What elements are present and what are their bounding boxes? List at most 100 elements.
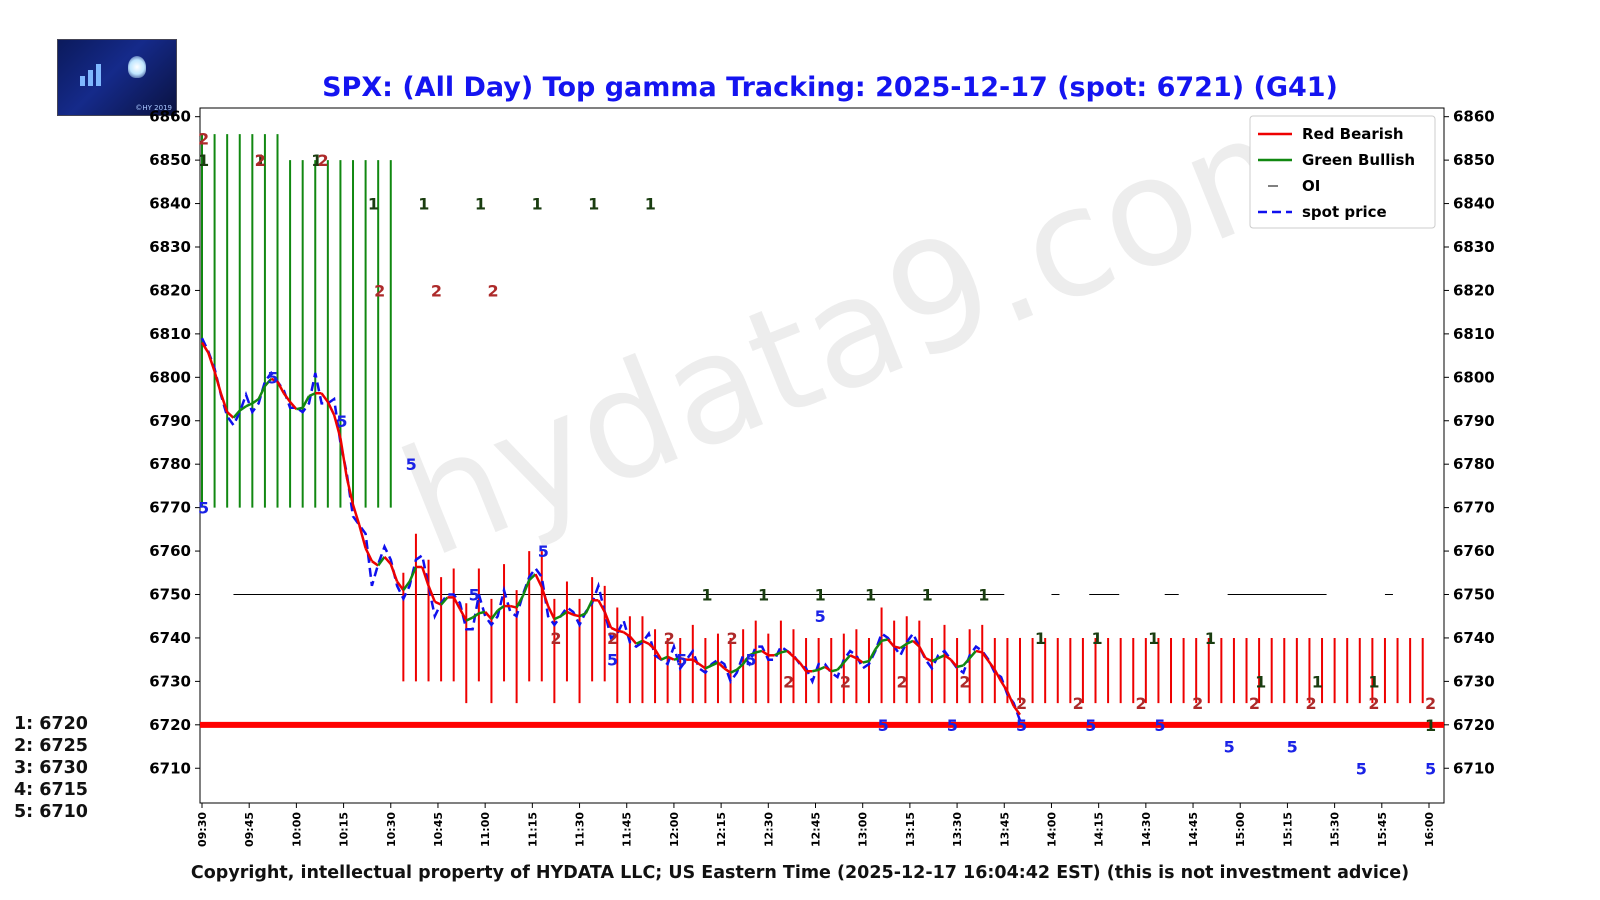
rank-label: 1 <box>531 195 542 214</box>
bullish-segment <box>962 657 971 667</box>
x-tick-label: 10:00 <box>290 812 303 847</box>
rank-label: 2 <box>1192 694 1203 713</box>
rank-label: 5 <box>469 586 480 605</box>
bearish-segment <box>641 639 650 645</box>
rank-label: 2 <box>1136 694 1147 713</box>
y-tick-label-left: 6740 <box>149 629 191 647</box>
rank-label: 1 <box>418 195 429 214</box>
legend-label: Red Bearish <box>1302 125 1404 143</box>
bearish-segment <box>849 654 857 660</box>
rank-label: 1 <box>368 195 379 214</box>
rank-label: 2 <box>783 672 794 691</box>
bullish-segment <box>899 642 908 650</box>
bullish-segment <box>553 615 562 621</box>
bullish-segment <box>956 664 964 669</box>
rank-label: 1 <box>1148 629 1159 648</box>
x-tick-label: 12:15 <box>715 812 728 847</box>
bullish-segment <box>742 654 751 665</box>
ranking-item: 4: 6715 <box>14 780 88 800</box>
rank-label: 5 <box>406 455 417 474</box>
bullish-segment <box>842 654 852 664</box>
bearish-segment <box>572 613 580 618</box>
x-tick-label: 14:45 <box>1187 812 1200 847</box>
bullish-segment <box>497 605 505 612</box>
y-tick-label-left: 6790 <box>149 412 191 430</box>
bearish-segment <box>339 437 348 478</box>
rank-label: 1 <box>701 586 712 605</box>
logo-caption: ©HY 2019 <box>135 104 172 112</box>
bearish-segment <box>628 635 638 645</box>
y-tick-label-left: 6830 <box>149 238 191 256</box>
y-tick-label-left: 6820 <box>149 281 191 299</box>
bearish-segment <box>918 646 927 659</box>
rank-label: 2 <box>840 672 851 691</box>
ranking-item: 2: 6725 <box>14 736 88 756</box>
x-tick-label: 10:15 <box>338 812 351 847</box>
x-tick-label: 14:15 <box>1093 812 1106 847</box>
lightbulb-icon <box>128 56 146 78</box>
rank-label: 2 <box>318 151 329 170</box>
x-tick-label: 11:15 <box>526 812 539 847</box>
y-tick-label-left: 6850 <box>149 151 191 169</box>
bearish-segment <box>1006 691 1015 707</box>
ranking-list: 1: 6720 2: 6725 3: 6730 4: 6715 5: 6710 <box>14 713 88 823</box>
bullish-segment <box>402 580 411 591</box>
bearish-segment <box>603 611 613 629</box>
rank-label: 5 <box>878 716 889 735</box>
bullish-segment <box>490 609 499 620</box>
rank-label: 5 <box>1085 716 1096 735</box>
bearish-segment <box>289 401 298 410</box>
bullish-segment <box>257 385 267 400</box>
bullish-segment <box>471 612 480 619</box>
bearish-segment <box>332 414 342 439</box>
rank-label: 1 <box>1035 629 1046 648</box>
bearish-segment <box>219 392 229 413</box>
bullish-segment <box>584 599 594 614</box>
rank-label: 1 <box>1368 672 1379 691</box>
bullish-segment <box>515 595 525 609</box>
bearish-segment <box>371 560 379 567</box>
x-tick-label: 09:45 <box>243 812 256 847</box>
rank-label: 5 <box>1224 738 1235 757</box>
bearish-segment <box>698 662 707 670</box>
rank-label: 1 <box>475 195 486 214</box>
bullish-segment <box>245 402 253 408</box>
bearish-segment <box>383 556 392 565</box>
bearish-segment <box>396 580 405 591</box>
rank-label: 2 <box>487 281 498 300</box>
legend-box <box>1249 115 1436 229</box>
legend-label: Green Bullish <box>1302 151 1415 169</box>
bullish-segment <box>730 668 738 674</box>
y-tick-label-right: 6780 <box>1453 455 1495 473</box>
rank-label: 5 <box>267 368 278 387</box>
bullish-segment <box>239 405 247 412</box>
bar-chart-icon <box>80 62 110 86</box>
rank-label: 1 <box>758 586 769 605</box>
bullish-segment <box>968 650 977 660</box>
bullish-segment <box>660 655 669 661</box>
bullish-segment <box>711 661 719 667</box>
legend-label: spot price <box>1302 203 1387 221</box>
y-tick-label-left: 6750 <box>149 586 191 604</box>
bullish-segment <box>867 648 877 662</box>
rank-label: 1 <box>815 586 826 605</box>
rank-label: 5 <box>947 716 958 735</box>
y-tick-label-left: 6710 <box>149 759 191 777</box>
bearish-segment <box>326 401 336 416</box>
bearish-segment <box>1000 680 1009 693</box>
logo: ©HY 2019 <box>57 39 177 116</box>
y-tick-label-right: 6800 <box>1453 368 1495 386</box>
rank-label: 1 <box>311 151 322 170</box>
bullish-segment <box>521 579 531 597</box>
rank-label: 5 <box>1425 759 1436 778</box>
y-tick-label-right: 6790 <box>1453 412 1495 430</box>
bearish-segment <box>597 599 606 613</box>
x-tick-label: 14:30 <box>1140 812 1153 847</box>
ranking-item: 5: 6710 <box>14 802 88 822</box>
bearish-segment <box>427 585 436 603</box>
bullish-segment <box>862 659 870 664</box>
y-tick-label-left: 6860 <box>149 108 191 126</box>
x-tick-label: 12:00 <box>668 812 681 847</box>
rank-label: 5 <box>538 542 549 561</box>
